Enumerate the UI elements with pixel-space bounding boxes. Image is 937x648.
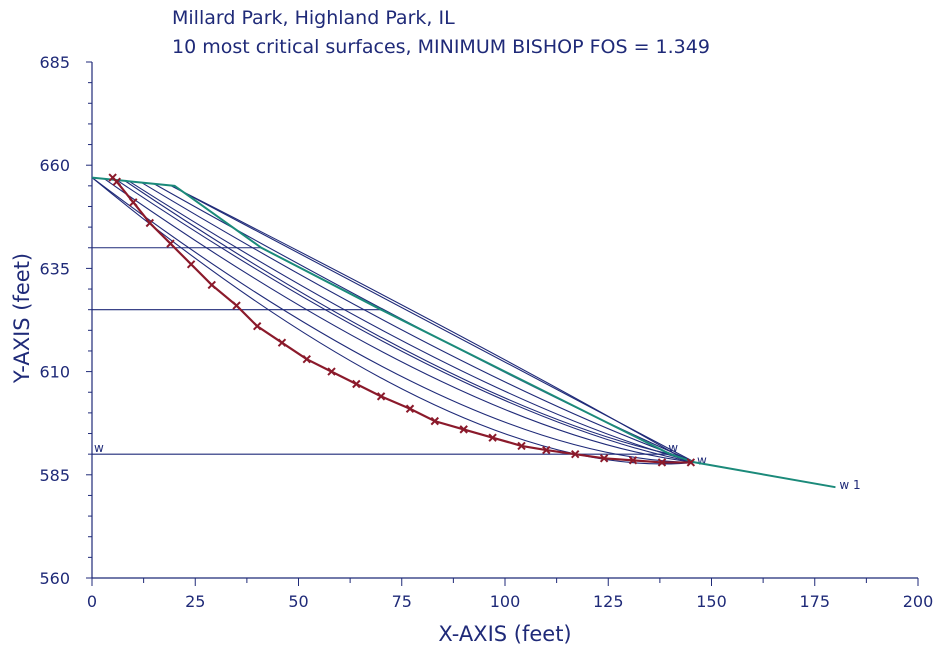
x-tick-label: 200 (903, 592, 934, 611)
trial-surface (153, 183, 696, 463)
critical-surface-point (599, 454, 609, 463)
water-table-line (92, 453, 836, 488)
critical-surface-point (571, 449, 580, 459)
x-tick-label: 50 (288, 592, 308, 611)
x-tick-label: 75 (392, 592, 412, 611)
y-tick-label: 560 (39, 569, 70, 588)
critical-surface-point (145, 218, 155, 228)
x-tick-label: 150 (696, 592, 727, 611)
critical-surface-point (686, 458, 696, 467)
x-axis-label: X-AXIS (feet) (438, 622, 571, 646)
ground-surface-line (91, 176, 836, 489)
critical-surface-point (252, 321, 262, 331)
critical-surface-point (517, 441, 526, 451)
critical-surface-point (542, 445, 551, 455)
trial-surface (91, 177, 695, 463)
y-axis-label: Y-AXIS (feet) (10, 253, 34, 384)
y-tick-label: 585 (39, 466, 70, 485)
critical-surface-point (376, 392, 386, 401)
x-tick-label: 25 (185, 592, 205, 611)
y-tick-label: 660 (39, 156, 70, 175)
x-tick-label: 175 (799, 592, 830, 611)
critical-surface-point (327, 367, 336, 376)
critical-surface-point (628, 456, 638, 465)
x-tick-label: 125 (593, 592, 624, 611)
critical-surface-point (488, 433, 497, 442)
trial-surfaces (91, 177, 696, 465)
critical-surface-point (166, 239, 175, 248)
critical-surface-point (112, 177, 121, 186)
trial-surface (141, 182, 696, 463)
water-table-label: w (668, 441, 678, 455)
x-tick-label: 100 (490, 592, 521, 611)
water-table-label: w 1 (839, 478, 860, 492)
y-tick-label: 685 (39, 53, 70, 72)
water-table: w w w w 1 (92, 441, 861, 492)
layer-boundaries (92, 247, 382, 311)
water-table-label: w (94, 441, 104, 455)
water-table-label: w (697, 453, 707, 467)
axes (91, 62, 918, 579)
trial-surface (128, 180, 696, 463)
critical-surface-point (352, 379, 361, 389)
trial-surface (124, 180, 671, 455)
critical-surface-point (405, 404, 415, 413)
y-axis-ticks: 560 585 610 635 660 685 (39, 53, 92, 588)
critical-surface-point (186, 260, 196, 269)
critical-surface-point (657, 458, 667, 467)
trial-surface (170, 184, 696, 463)
critical-surface-point (277, 338, 287, 347)
chart-subtitle: 10 most critical surfaces, MINIMUM BISHO… (172, 36, 710, 58)
trial-surface (116, 179, 696, 463)
critical-surface-point (129, 198, 138, 207)
trial-surface (170, 184, 683, 459)
y-tick-label: 610 (39, 363, 70, 382)
trial-surface (91, 177, 696, 465)
chart-title: Millard Park, Highland Park, IL (172, 7, 455, 29)
x-tick-label: 0 (87, 592, 97, 611)
critical-surface-point (459, 425, 468, 434)
x-axis-ticks: 0 25 50 75 100 125 150 175 200 (87, 578, 933, 611)
critical-surface-point (302, 355, 311, 364)
critical-surface-point (232, 301, 241, 310)
y-tick-label: 635 (39, 259, 70, 278)
ground-surface (91, 176, 836, 489)
critical-surface-point (430, 416, 439, 426)
critical-surface-point (207, 280, 216, 290)
trial-surface (104, 178, 696, 463)
critical-surface (108, 173, 696, 467)
